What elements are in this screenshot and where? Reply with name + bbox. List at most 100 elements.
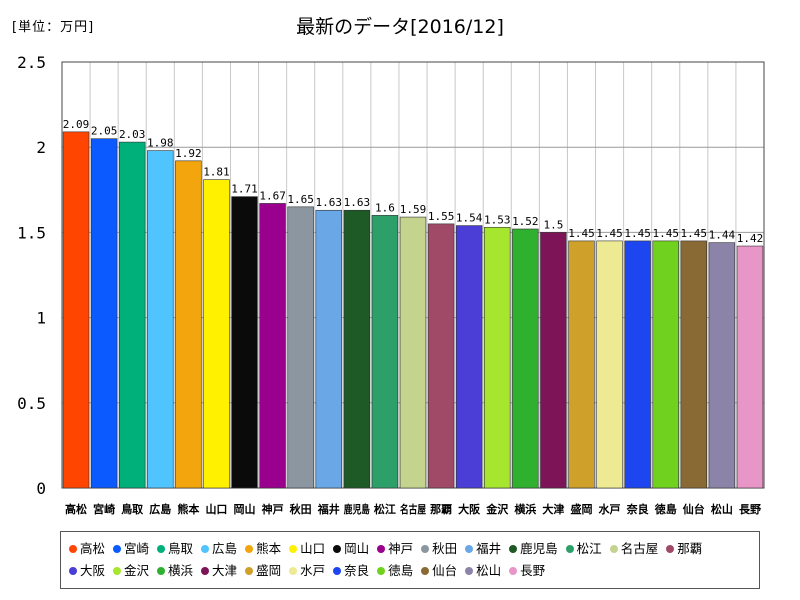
legend-marker (465, 545, 474, 553)
value-label: 1.45 (681, 227, 708, 240)
value-label: 1.55 (428, 210, 455, 223)
legend-label: 鳥取 (168, 541, 194, 556)
x-tick-label: 熊本 (177, 502, 199, 516)
x-tick-label: 長野 (739, 503, 761, 516)
legend-item: 鳥取 (157, 538, 193, 560)
bar-広島 (147, 150, 174, 489)
legend-marker (157, 545, 166, 553)
bar-横浜 (512, 228, 539, 489)
value-label: 1.5 (543, 218, 563, 231)
legend-label: 奈良 (344, 563, 370, 578)
value-label: 1.45 (652, 227, 679, 240)
value-label: 1.67 (259, 189, 286, 202)
x-tick-label: 那覇 (430, 503, 452, 516)
bar-水戸 (596, 240, 623, 489)
value-label: 1.44 (709, 229, 736, 242)
legend-item: 高松 (69, 538, 105, 560)
y-tick-label: 0.5 (17, 394, 46, 413)
legend-item: 熊本 (245, 538, 281, 560)
legend-item: 那覇 (666, 538, 702, 560)
bar-chart: 2.092.05 2.031.981.921.811.711.67 1.65 1.63… (17, 53, 765, 516)
bar-秋田 (287, 206, 314, 489)
bar-徳島 (652, 240, 679, 489)
value-label: 1.53 (484, 213, 511, 226)
legend-marker (113, 567, 122, 575)
legend-label: 水戸 (300, 563, 326, 578)
legend-label: 金沢 (124, 563, 150, 578)
y-tick-label: 0 (36, 479, 46, 498)
y-tick-label: 1.5 (17, 223, 46, 242)
value-label: 1.65 (287, 193, 314, 206)
value-label: 1.98 (147, 137, 174, 150)
legend-marker (565, 545, 574, 553)
legend-marker (333, 545, 342, 553)
legend-item: 水戸 (289, 560, 325, 582)
bar-福井 (315, 209, 342, 489)
value-label: 1.63 (316, 196, 343, 209)
x-tick-label: 宮崎 (93, 502, 115, 516)
legend-item: 奈良 (333, 560, 369, 582)
legend-marker (333, 567, 342, 575)
x-tick-label: 金沢 (485, 502, 509, 516)
legend-marker (69, 567, 77, 575)
legend-label: 山口 (300, 541, 326, 556)
x-tick-label: 水戸 (599, 502, 621, 516)
legend-item: 仙台 (421, 560, 457, 582)
legend-label: 那覇 (677, 541, 703, 556)
x-tick-label: 徳島 (654, 502, 677, 516)
legend-item: 神戸 (377, 538, 413, 560)
bar-高松 (62, 131, 90, 489)
x-tick-label: 山口 (205, 502, 227, 516)
value-label: 1.71 (231, 183, 258, 196)
bar-名古屋 (399, 216, 427, 489)
legend-marker (421, 545, 430, 553)
legend-marker (509, 567, 518, 575)
legend-item: 松江 (565, 538, 602, 560)
legend-label: 神戸 (388, 541, 414, 556)
legend-item: 宮崎 (113, 538, 149, 560)
legend-marker (245, 545, 254, 553)
legend-marker (113, 545, 122, 553)
legend-label: 宮崎 (124, 541, 150, 556)
legend-item: 松山 (465, 560, 501, 582)
x-tick-label: 福井 (317, 502, 340, 516)
value-label: 1.52 (512, 215, 539, 228)
legend-item: 広島 (201, 538, 237, 560)
legend-item: 秋田 (421, 538, 457, 560)
legend: 高松 宮崎 鳥取 広島 熊本 山口 岡山 神戸 秋田 福井 鹿児島 松江 名古屋 那覇大阪 金沢 横浜 大津 盛岡… (60, 531, 760, 589)
legend-item: 名古屋 (609, 538, 658, 560)
x-tick-label: 大阪 (458, 502, 481, 516)
legend-label: 盛岡 (256, 563, 282, 578)
legend-item: 横浜 (157, 560, 193, 582)
bar-盛岡 (568, 240, 595, 489)
legend-marker (201, 545, 210, 553)
legend-marker (289, 545, 298, 553)
x-tick-label: 広島 (149, 502, 171, 516)
legend-label: 広島 (212, 541, 238, 556)
y-tick-label: 2 (36, 138, 46, 157)
legend-item: 大津 (201, 560, 237, 582)
bar-大津 (540, 232, 567, 489)
y-tick-label: 2.5 (17, 53, 46, 72)
legend-item: 大阪 (69, 560, 105, 582)
value-label: 1.45 (624, 227, 651, 240)
legend-item: 鹿児島 (509, 538, 558, 560)
x-tick-label: 奈良 (626, 502, 649, 516)
x-tick-label: 松江 (374, 502, 396, 516)
legend-label: 大阪 (80, 563, 106, 578)
legend-label: 松山 (476, 563, 502, 578)
legend-label: 熊本 (256, 541, 282, 556)
legend-label: 秋田 (432, 541, 458, 556)
x-tick-label: 仙台 (683, 502, 705, 516)
legend-marker (377, 545, 386, 553)
x-tick-label: 秋田 (290, 502, 312, 516)
bar-大阪 (455, 225, 483, 489)
legend-marker (201, 567, 210, 575)
value-label: 1.81 (203, 166, 230, 179)
legend-marker (289, 567, 298, 575)
x-tick-label: 鳥取 (121, 502, 143, 516)
bar-岡山 (231, 196, 258, 489)
legend-marker (421, 567, 430, 575)
bar-神戸 (259, 203, 286, 489)
bar-山口 (203, 179, 230, 489)
